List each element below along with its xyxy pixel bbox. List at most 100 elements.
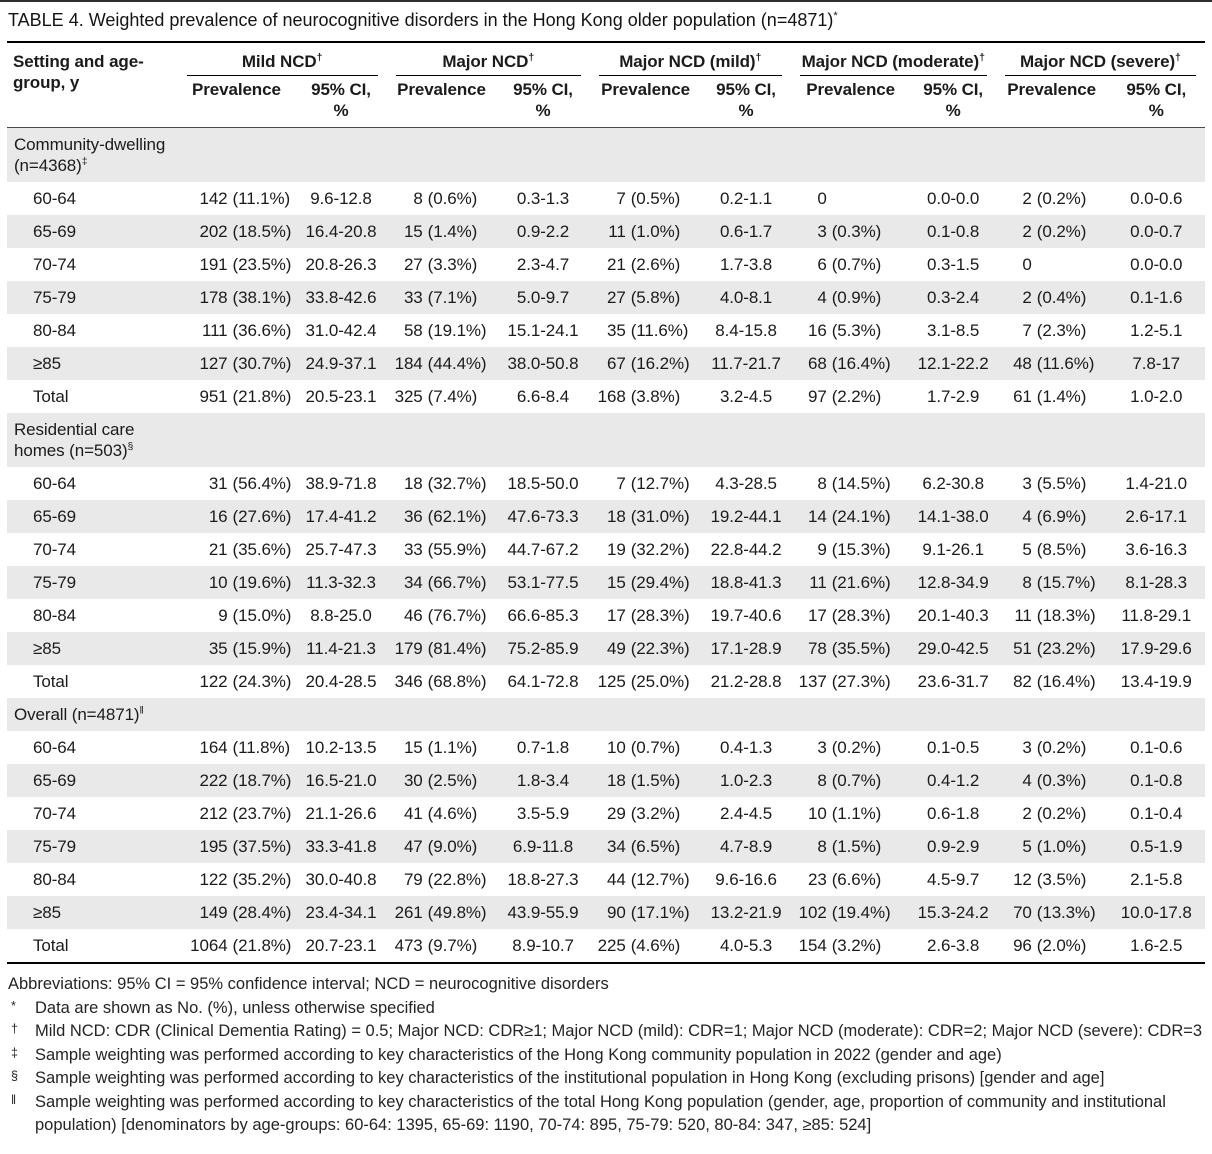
- group-column-header: Major NCD (moderate)†: [791, 42, 996, 76]
- prevalence-count: 149: [199, 903, 228, 922]
- ci-cell: 0.0-0.6: [1130, 189, 1183, 208]
- table-row: Total 122 (24.3%) 20.4-28.5 346 (68.8%) 64.1-7…: [7, 665, 1205, 698]
- footnote: ‡ Sample weighting was performed accordin…: [8, 1044, 1205, 1068]
- group-label-text: Mild NCD: [241, 52, 317, 71]
- prevalence-cell: 154 (3.2%): [791, 929, 911, 962]
- prevalence-cell: 0: [791, 182, 911, 215]
- age-group-cell: 60-64: [33, 738, 76, 757]
- prevalence-percent: (24.1%): [831, 507, 891, 526]
- prevalence-cell: 19 (32.2%): [590, 533, 702, 566]
- ci-cell: 12.8-34.9: [910, 566, 996, 599]
- prevalence-cell: 21 (2.6%): [590, 248, 702, 281]
- prevalence-cell: 67 (16.2%): [589, 347, 702, 380]
- prevalence-percent: (15.9%): [232, 639, 292, 658]
- prevalence-count: 127: [199, 354, 228, 373]
- prevalence-cell: 48 (11.6%): [995, 347, 1108, 380]
- footnotes: Abbreviations: 95% CI = 95% confidence i…: [8, 973, 1205, 1138]
- prevalence-cell: 261 (49.8%): [386, 896, 497, 929]
- prevalence-percent: (0.4%): [1036, 288, 1087, 307]
- prevalence-count: 11: [1014, 606, 1032, 625]
- prevalence-cell: 17 (28.3%): [791, 599, 911, 632]
- prevalence-cell: 212 (23.7%): [178, 797, 296, 830]
- prevalence-percent: (1.5%): [630, 771, 681, 790]
- group-label: Major NCD (severe)†: [1004, 51, 1196, 76]
- table-row: 70-74 21 (35.6%) 25.7-47.3 33 (55.9%) 44.7-67.…: [7, 533, 1205, 566]
- ci-column-header: 95% CI, %: [923, 80, 984, 120]
- prevalence-count: 97: [808, 387, 827, 406]
- prevalence-count: 168: [597, 387, 626, 406]
- prevalence-percent: (36.6%): [232, 321, 292, 340]
- ci-cell: 47.6-73.3: [496, 500, 590, 533]
- prevalence-count: 212: [199, 804, 228, 823]
- prevalence-count: 15: [403, 738, 423, 757]
- prevalence-cell: 12 (3.5%): [996, 863, 1108, 896]
- prevalence-percent: (11.6%): [1036, 354, 1095, 373]
- ci-cell: 30.0-40.8: [305, 870, 377, 889]
- prevalence-percent: (49.8%): [427, 903, 487, 922]
- prevalence-percent: (13.3%): [1036, 903, 1096, 922]
- prevalence-count: 178: [199, 288, 228, 307]
- ci-cell: 6.2-30.8: [922, 474, 984, 493]
- footnote-text: Sample weighting was performed according…: [35, 1092, 1166, 1135]
- ci-cell: 5.0-9.7: [496, 281, 590, 314]
- ci-column-header: 95% CI, %: [513, 80, 573, 120]
- prevalence-percent: (9.0%): [427, 837, 478, 856]
- prevalence-cell: 27 (5.8%): [589, 281, 702, 314]
- prevalence-cell: 2 (0.4%): [995, 281, 1108, 314]
- prevalence-percent: (35.6%): [232, 540, 292, 559]
- footnote-marker: ‡: [11, 1045, 18, 1060]
- table-row: 60-64 164 (11.8%) 10.2-13.5 15 (1.1%) 0.7-1.8 1…: [7, 731, 1205, 764]
- footnote-marker: †: [528, 51, 535, 64]
- prevalence-cell: 8 (1.5%): [790, 830, 911, 863]
- prevalence-percent: (21.6%): [831, 573, 891, 592]
- ci-cell: 9.6-16.6: [715, 870, 777, 889]
- ci-cell: 0.2-1.1: [719, 189, 773, 208]
- age-group-cell: ≥85: [7, 347, 178, 380]
- ci-cell: 19.2-44.1: [701, 500, 791, 533]
- prevalence-percent: (66.7%): [427, 573, 487, 592]
- ci-cell: 0.3-2.4: [910, 281, 996, 314]
- prevalence-percent: (55.9%): [427, 540, 487, 559]
- prevalence-percent: (21.8%): [232, 936, 292, 955]
- ci-cell: 20.5-23.1: [305, 387, 377, 406]
- prevalence-cell: 27 (3.3%): [387, 248, 497, 281]
- prevalence-percent: (25.0%): [630, 672, 690, 691]
- group-label: Mild NCD†: [186, 51, 378, 76]
- prevalence-count: 8: [817, 474, 827, 493]
- prevalence-cell: 3 (0.2%): [791, 731, 911, 764]
- table-row: ≥85 149 (28.4%) 23.4-34.1 261 (49.8%) 43.9-55.…: [7, 896, 1205, 929]
- prevalence-percent: (18.3%): [1036, 606, 1096, 625]
- prevalence-percent: (3.3%): [427, 255, 478, 274]
- prevalence-cell: 16 (5.3%): [791, 314, 911, 347]
- footnote: * Data are shown as No. (%), unless other…: [8, 997, 1205, 1021]
- prevalence-cell: 9 (15.0%): [178, 599, 296, 632]
- prevalence-count: 10: [208, 573, 228, 592]
- prevalence-percent: (1.0%): [630, 222, 681, 241]
- age-group-cell: Total: [33, 936, 69, 955]
- prevalence-cell: 61 (1.4%): [996, 380, 1108, 413]
- prevalence-count: 96: [1013, 936, 1032, 955]
- prevalence-cell: 90 (17.1%): [589, 896, 702, 929]
- age-group-cell: 65-69: [7, 764, 178, 797]
- prevalence-cell: 35 (15.9%): [177, 632, 296, 665]
- prevalence-percent: (0.6%): [427, 189, 478, 208]
- prevalence-percent: (12.7%): [630, 474, 690, 493]
- prevalence-count: 49: [607, 639, 626, 658]
- prevalence-percent: (5.3%): [831, 321, 882, 340]
- group-label-text: Major NCD (severe): [1019, 52, 1176, 71]
- prevalence-count: 473: [394, 936, 423, 955]
- prevalence-count: 21: [208, 540, 228, 559]
- prevalence-count: 58: [403, 321, 423, 340]
- ci-cell: 2.6-17.1: [1107, 500, 1205, 533]
- ci-cell: 10.0-17.8: [1107, 896, 1205, 929]
- prevalence-count: 36: [403, 507, 423, 526]
- ci-cell: 11.8-29.1: [1121, 606, 1192, 625]
- ci-cell: 0.0-0.0: [927, 189, 980, 208]
- prevalence-count: 4: [1022, 507, 1032, 526]
- prevalence-percent: (76.7%): [427, 606, 487, 625]
- table-row: Total 1064 (21.8%) 20.7-23.1 473 (9.7%) 8.9-10…: [7, 929, 1205, 963]
- prevalence-count: 14: [808, 507, 827, 526]
- prevalence-cell: 5 (8.5%): [996, 533, 1108, 566]
- ci-cell: 0.9-2.2: [496, 215, 590, 248]
- header-row-groups: Setting and age- group, y Mild NCD† Major …: [7, 42, 1205, 92]
